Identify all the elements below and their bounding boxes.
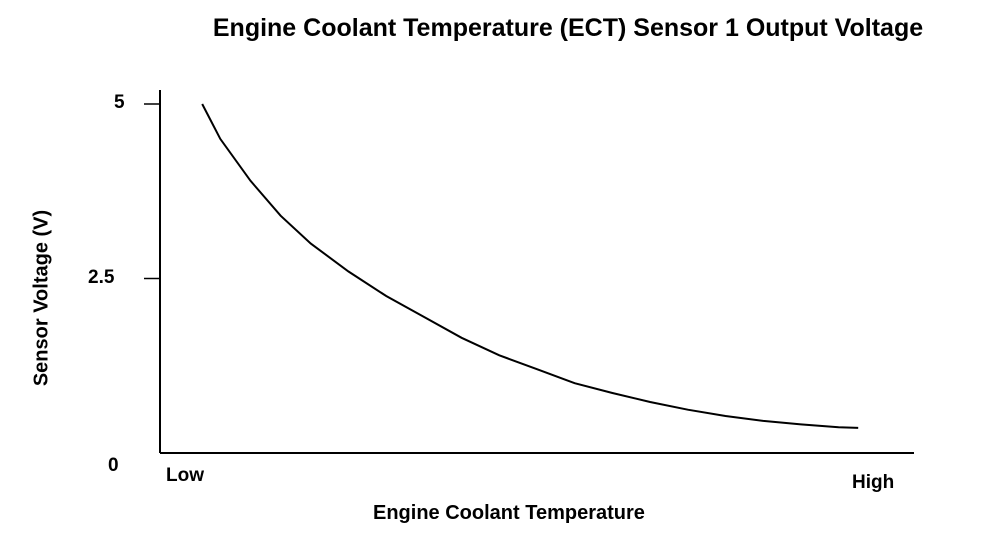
series-line: [201, 103, 859, 429]
x-tick-label-high: High: [852, 472, 895, 493]
x-axis-label: Engine Coolant Temperature: [373, 502, 645, 524]
x-tick-label-low: Low: [166, 465, 204, 486]
y-tick-label-2-5: 2.5: [88, 266, 115, 288]
chart-title: Engine Coolant Temperature (ECT) Sensor …: [212, 14, 924, 42]
y-tick-label-5: 5: [114, 92, 125, 113]
y-axis-label: Sensor Voltage (V): [30, 209, 53, 387]
y-tick-label-0: 0: [108, 455, 119, 476]
